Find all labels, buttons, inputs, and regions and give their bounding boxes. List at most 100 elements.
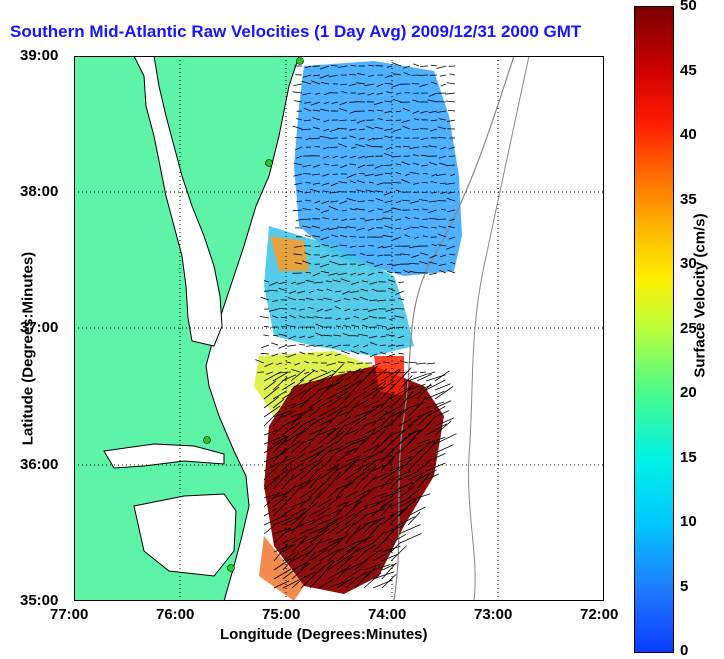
map-title: Southern Mid-Atlantic Raw Velocities (1 … bbox=[10, 22, 582, 41]
velocity-vector bbox=[316, 289, 324, 292]
velocity-vector bbox=[272, 471, 290, 490]
velocity-vector bbox=[431, 191, 438, 194]
velocity-vector bbox=[358, 173, 366, 175]
velocity-vector bbox=[364, 218, 375, 222]
velocity-vector bbox=[339, 244, 348, 247]
velocity-vector bbox=[389, 429, 406, 436]
velocity-vector bbox=[398, 281, 405, 283]
velocity-vector bbox=[439, 269, 447, 274]
velocity-vector bbox=[362, 486, 376, 499]
velocity-vector bbox=[331, 234, 339, 238]
velocity-vector bbox=[287, 297, 297, 301]
y-tick-label: 35:00 bbox=[20, 592, 59, 609]
map-plot[interactable] bbox=[74, 56, 604, 601]
velocity-vector bbox=[316, 308, 324, 312]
velocity-vector bbox=[393, 362, 400, 365]
velocity-vector bbox=[282, 551, 296, 562]
velocity-vector bbox=[311, 80, 321, 85]
velocity-vector bbox=[272, 334, 279, 337]
velocity-vector bbox=[434, 370, 450, 382]
velocity-vector bbox=[303, 107, 312, 112]
velocity-vector bbox=[425, 473, 440, 481]
velocity-vector bbox=[395, 110, 402, 113]
velocity-vector bbox=[434, 386, 454, 400]
velocity-vector bbox=[434, 444, 454, 454]
velocity-vector bbox=[364, 83, 375, 87]
velocity-vector bbox=[353, 513, 369, 526]
velocity-vector bbox=[368, 209, 375, 213]
velocity-vector bbox=[446, 82, 456, 85]
velocity-vector bbox=[420, 252, 429, 256]
velocity-vector bbox=[299, 378, 315, 391]
velocity-vector bbox=[446, 119, 456, 123]
velocity-vector bbox=[397, 335, 405, 339]
velocity-vector bbox=[389, 410, 403, 427]
velocity-vector bbox=[326, 467, 339, 481]
velocity-vector bbox=[263, 405, 281, 418]
velocity-vector bbox=[377, 245, 384, 249]
pamlico-sound bbox=[133, 493, 237, 577]
velocity-vector bbox=[437, 126, 447, 130]
velocity-vector bbox=[380, 478, 391, 490]
velocity-vector bbox=[312, 182, 321, 185]
velocity-vector bbox=[372, 571, 395, 580]
velocity-vector bbox=[425, 379, 446, 391]
velocity-vector bbox=[302, 164, 312, 168]
velocity-vector bbox=[315, 332, 324, 337]
velocity-vector bbox=[353, 454, 376, 463]
velocity-vector bbox=[407, 429, 422, 445]
velocity-vector bbox=[362, 460, 377, 472]
velocity-vector bbox=[380, 380, 396, 391]
velocity-vector bbox=[353, 462, 371, 472]
velocity-vector bbox=[391, 83, 402, 88]
velocity-vector bbox=[403, 270, 411, 274]
velocity-vector bbox=[313, 109, 321, 112]
velocity-vector bbox=[447, 269, 456, 274]
velocity-vector bbox=[314, 92, 321, 95]
velocity-vector bbox=[416, 422, 431, 436]
velocity-vector bbox=[396, 92, 402, 95]
velocity-vector bbox=[437, 233, 447, 238]
velocity-vector bbox=[372, 537, 388, 553]
velocity-vector bbox=[255, 359, 265, 364]
velocity-vector bbox=[428, 200, 438, 203]
velocity-vector bbox=[414, 236, 420, 239]
velocity-vector bbox=[324, 92, 330, 96]
velocity-vector bbox=[281, 390, 295, 400]
velocity-vector bbox=[326, 430, 345, 445]
velocity-vector bbox=[429, 254, 438, 259]
velocity-vector bbox=[291, 281, 297, 284]
velocity-vector bbox=[380, 352, 387, 355]
velocity-field-orange bbox=[270, 236, 309, 271]
velocity-vector bbox=[380, 335, 387, 338]
velocity-vector bbox=[327, 548, 341, 562]
x-tick-label: 75:00 bbox=[262, 606, 301, 623]
velocity-vector bbox=[380, 391, 395, 409]
velocity-vector bbox=[439, 182, 447, 184]
velocity-vector bbox=[395, 172, 402, 175]
velocity-vector bbox=[349, 245, 357, 248]
velocity-vector bbox=[398, 384, 414, 400]
velocity-vector bbox=[411, 254, 420, 258]
velocity-vector bbox=[416, 383, 432, 400]
velocity-vector bbox=[389, 429, 406, 445]
velocity-vector bbox=[302, 225, 312, 229]
velocity-vector bbox=[317, 373, 335, 382]
map-area[interactable] bbox=[74, 56, 604, 601]
velocity-vector bbox=[323, 128, 330, 132]
velocity-vector bbox=[297, 189, 303, 193]
velocity-vector bbox=[263, 452, 286, 463]
velocity-vector bbox=[449, 253, 456, 256]
velocity-vector bbox=[341, 218, 348, 222]
velocity-vector bbox=[420, 65, 429, 67]
velocity-vector bbox=[308, 407, 321, 418]
velocity-vector bbox=[403, 227, 411, 231]
velocity-vector bbox=[281, 516, 300, 526]
velocity-vector bbox=[272, 376, 288, 391]
velocity-vector bbox=[339, 119, 348, 121]
velocity-vector bbox=[310, 101, 321, 106]
velocity-vector bbox=[273, 580, 290, 589]
velocity-vectors bbox=[255, 62, 457, 589]
velocity-vector bbox=[381, 528, 396, 544]
velocity-vector bbox=[389, 386, 411, 400]
